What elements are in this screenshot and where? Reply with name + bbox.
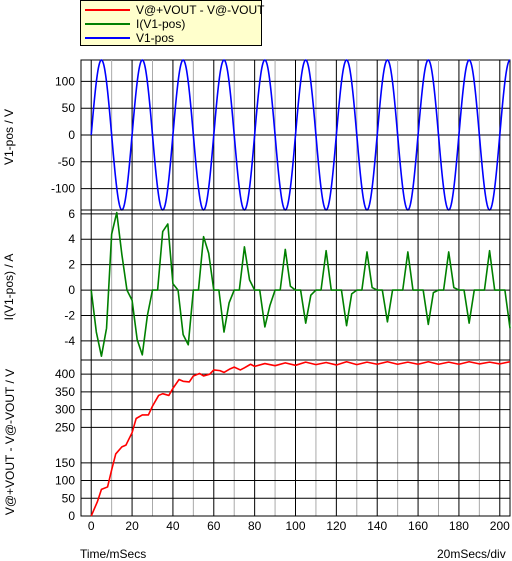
- x-tick-label: 140: [367, 519, 387, 533]
- y-tick-label: 0: [68, 128, 75, 142]
- y-tick-label: 400: [55, 367, 75, 381]
- legend-label-vout: V@+VOUT - V@-VOUT: [136, 3, 265, 17]
- y-tick-label: -4: [64, 334, 75, 348]
- x-tick-label: 80: [248, 519, 262, 533]
- x-tick-label: 20: [125, 519, 139, 533]
- x-axis-title: Time/mSecs: [80, 547, 147, 561]
- y-tick-label: 250: [55, 420, 75, 434]
- plot-area-v1: -100 -50 0 50 100: [51, 59, 511, 211]
- x-scale-label: 20mSecs/div: [437, 547, 506, 561]
- plot-area-vout: 0 50 100 150 250 300 350 400 0 20 40 60 80 100 120 140 1…: [55, 359, 511, 533]
- x-tick-label: 160: [408, 519, 428, 533]
- y-tick-label: -2: [64, 309, 75, 323]
- y-tick-label: 150: [55, 456, 75, 470]
- legend-label-current: I(V1-pos): [136, 17, 186, 31]
- y-tick-label: 100: [55, 74, 75, 88]
- y-tick-label: 6: [68, 207, 75, 221]
- legend-swatch-vout: [85, 9, 130, 11]
- x-tick-label: 200: [490, 519, 510, 533]
- x-tick-label: 180: [449, 519, 469, 533]
- legend-label-v1: V1-pos: [136, 31, 175, 45]
- y-tick-label: 350: [55, 385, 75, 399]
- plot-area-current: -4 -2 0 2 4 6: [64, 207, 511, 361]
- x-tick-label: 100: [285, 519, 305, 533]
- x-tick-label: 0: [88, 519, 95, 533]
- legend-swatch-current: [85, 23, 130, 25]
- y-tick-label: -50: [58, 155, 76, 169]
- y-axis-title-current: I(V1-pos) / A: [2, 253, 16, 321]
- y-tick-label: 4: [68, 232, 75, 246]
- y-tick-label: 2: [68, 258, 75, 272]
- y-axis-title-vout: V@+VOUT - V@-VOUT / V: [3, 368, 17, 516]
- y-tick-label: 100: [55, 474, 75, 488]
- x-tick-label: 40: [166, 519, 180, 533]
- x-tick-label: 120: [326, 519, 346, 533]
- legend-item-current: I(V1-pos): [85, 17, 185, 31]
- legend: V@+VOUT - V@-VOUT I(V1-pos) V1-pos: [80, 0, 265, 46]
- x-tick-label: 60: [207, 519, 221, 533]
- y-axis-title-v1: V1-pos / V: [2, 108, 16, 166]
- legend-item-v1: V1-pos: [85, 31, 174, 45]
- y-tick-label: 300: [55, 403, 75, 417]
- legend-item-vout: V@+VOUT - V@-VOUT: [85, 3, 265, 17]
- y-tick-label: 50: [62, 491, 76, 505]
- series-line-V@+VOUT - V@-VOUT: [90, 360, 511, 517]
- series-line-V1-pos: [90, 59, 511, 211]
- series-line-I(V1-pos): [90, 211, 511, 357]
- legend-swatch-v1: [85, 37, 130, 39]
- y-tick-label: -100: [51, 182, 75, 196]
- y-tick-label: 0: [68, 283, 75, 297]
- y-tick-label: 50: [62, 101, 76, 115]
- y-tick-label: 0: [68, 509, 75, 523]
